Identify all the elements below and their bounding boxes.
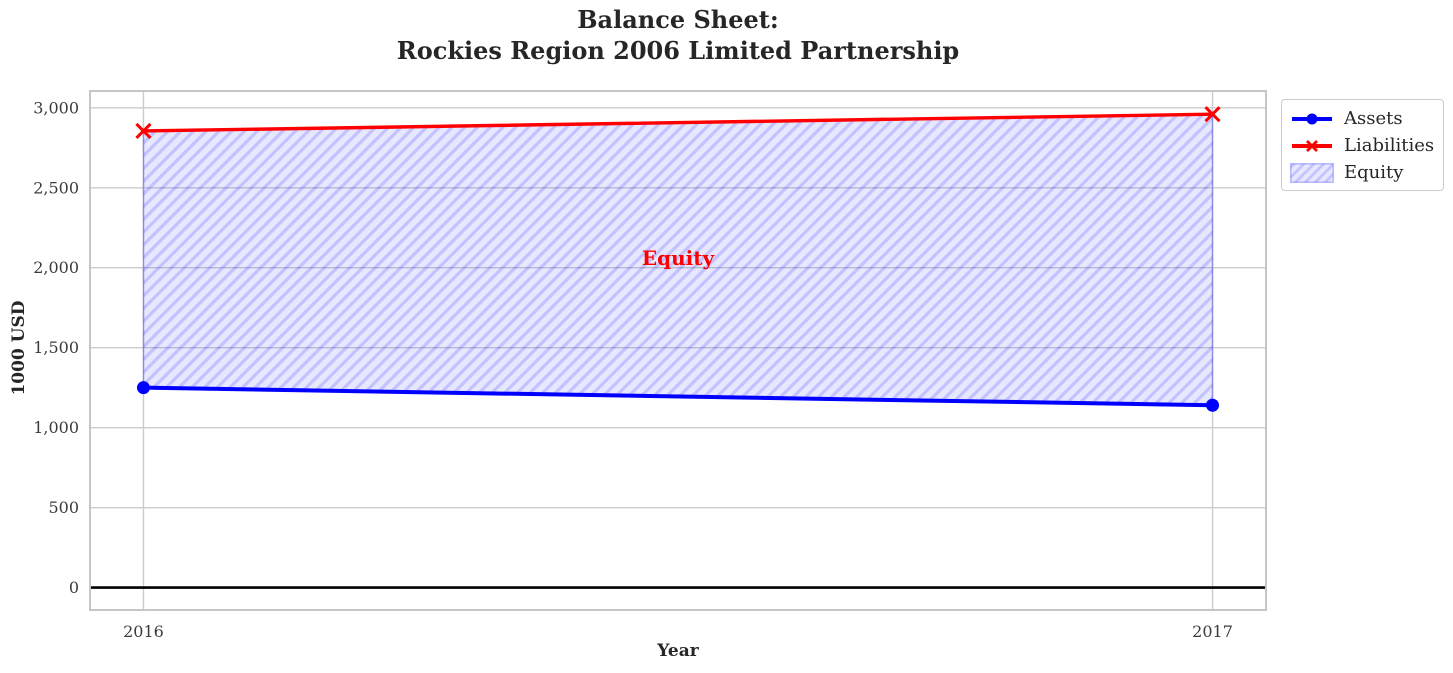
chart-title: Balance Sheet: Rockies Region 2006 Limit…	[0, 4, 1356, 66]
legend-label-assets: Assets	[1344, 108, 1403, 129]
y-tick-label: 0	[69, 578, 79, 597]
y-tick-label: 3,000	[33, 98, 79, 117]
x-axis-label: Year	[657, 641, 699, 661]
y-axis-label: 1000 USD	[9, 300, 29, 396]
x-tick-label: 2016	[123, 622, 164, 641]
y-tick-label: 1,000	[33, 418, 79, 437]
y-tick-label: 2,500	[33, 178, 79, 197]
legend-label-liabilities: Liabilities	[1344, 135, 1435, 156]
y-tick-label: 2,000	[33, 258, 79, 277]
legend-label-equity: Equity	[1344, 162, 1404, 183]
chart-title-line2: Rockies Region 2006 Limited Partnership	[396, 36, 960, 65]
y-tick-label: 1,500	[33, 338, 79, 357]
assets-marker	[136, 381, 150, 395]
liabilities-marker	[1204, 106, 1221, 123]
legend: Assets Liabilities Equity	[1281, 99, 1444, 191]
equity-hatch-icon	[1290, 162, 1334, 183]
x-tick-label: 2017	[1192, 622, 1233, 641]
legend-item-liabilities: Liabilities	[1290, 132, 1435, 159]
liabilities-marker	[135, 122, 152, 140]
assets-line-icon	[1292, 113, 1332, 124]
liabilities-line	[141, 112, 1215, 133]
assets-marker	[1206, 398, 1220, 412]
legend-item-assets: Assets	[1290, 105, 1435, 132]
legend-item-equity: Equity	[1290, 159, 1435, 186]
equity-annotation: Equity	[642, 246, 716, 270]
plot-border	[89, 90, 1267, 611]
assets-line	[141, 385, 1215, 408]
liabilities-line-icon	[1292, 139, 1332, 152]
chart-title-line1: Balance Sheet:	[577, 5, 779, 34]
y-tick-label: 500	[48, 498, 79, 517]
